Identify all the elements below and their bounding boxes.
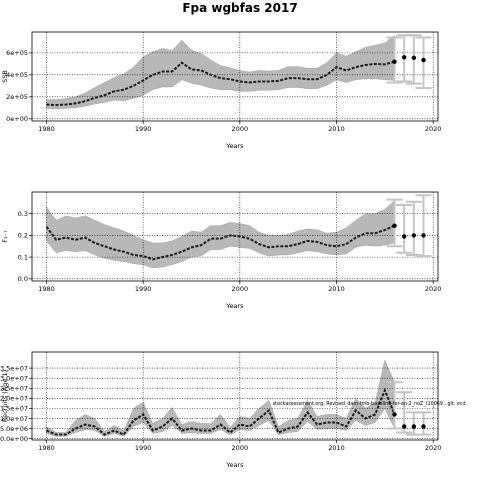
plot-frame: [31, 31, 439, 122]
y-tick-label: 1.5e+07: [0, 405, 28, 413]
x-tick-label: 2020: [425, 285, 442, 293]
projection-point: [421, 424, 426, 429]
projection-point: [392, 59, 397, 64]
y-tick-label: 3.5e+07: [0, 364, 28, 372]
x-tick-label: 2000: [232, 125, 249, 133]
x-tick-label: 2020: [425, 444, 442, 452]
panel-1: 1980 1990 2000 2010 2020 0e+00 2e+05 4e+05 6e+05…: [1, 31, 442, 150]
panel-2: 1980 1990 2000 2010 2020 0.0 0.1 0.2 0.3 Years F₃₋…: [1, 191, 442, 310]
y-tick-label: 0e+00: [6, 115, 28, 123]
projection-point: [421, 57, 426, 63]
projection-point: [392, 223, 397, 228]
y-axis-label: SSB: [1, 70, 9, 83]
projection-point: [411, 55, 417, 61]
y-tick-label: 5.0e+06: [0, 425, 28, 433]
projection-point: [421, 233, 426, 238]
y-tick-label: 2.0e+07: [0, 395, 28, 403]
y-axis-label: Recruits (Age 1): [1, 370, 9, 422]
projection-point: [411, 233, 417, 238]
projection-point: [392, 412, 397, 417]
x-tick-label: 1980: [38, 444, 55, 452]
y-tick-label: 2.5e+07: [0, 385, 28, 393]
x-tick-label: 1990: [135, 444, 152, 452]
y-tick-label: 1.0e+07: [0, 415, 28, 423]
projection-point: [401, 234, 407, 239]
x-tick-label: 1980: [38, 125, 55, 133]
x-tick-label: 2020: [425, 125, 442, 133]
x-axis-label: Years: [225, 142, 244, 150]
panel-3: 1980 1990 2000 2010 2020 0.0e+00 5.0e+06 1.0e+0…: [0, 351, 466, 469]
y-tick-label: 0.3: [18, 210, 28, 218]
y-axis-label: F₃₋₇: [1, 230, 9, 243]
x-tick-label: 2010: [328, 444, 345, 452]
y-tick-label: 3.0e+07: [0, 374, 28, 382]
y-tick-label: 0.1: [18, 253, 28, 261]
x-axis-label: Years: [225, 461, 244, 469]
x-axis-label: Years: [225, 302, 244, 310]
x-tick-label: 2010: [328, 125, 345, 133]
projection-point: [401, 424, 407, 429]
x-tick-label: 2000: [232, 285, 249, 293]
y-tick-label: 2e+05: [6, 93, 28, 101]
chart-title: Fpa wgbfas 2017: [182, 1, 297, 15]
panels: 1980 1990 2000 2010 2020 0e+00 2e+05 4e+05 6e+05…: [0, 31, 466, 469]
plot-frame: [31, 351, 439, 441]
projection-point: [401, 55, 407, 60]
x-tick-label: 1990: [135, 285, 152, 293]
estimate-line: [46, 387, 396, 436]
x-tick-label: 2010: [328, 285, 345, 293]
estimate-line: [45, 224, 395, 261]
source-annotation: stockassessment.org, Revised_dam-tmb-bas…: [273, 401, 466, 407]
y-tick-label: 6e+05: [6, 49, 28, 57]
plot-frame: [31, 191, 439, 282]
x-tick-label: 1980: [38, 285, 55, 293]
estimate-line: [46, 60, 395, 107]
x-tick-label: 2000: [232, 444, 249, 452]
y-tick-label: 0.2: [18, 232, 28, 240]
x-tick-label: 1990: [135, 125, 152, 133]
projection-point: [411, 424, 417, 429]
y-tick-label: 4e+05: [6, 71, 28, 79]
y-tick-label: 0.0: [18, 275, 28, 283]
y-tick-label: 0.0e+00: [0, 435, 28, 443]
